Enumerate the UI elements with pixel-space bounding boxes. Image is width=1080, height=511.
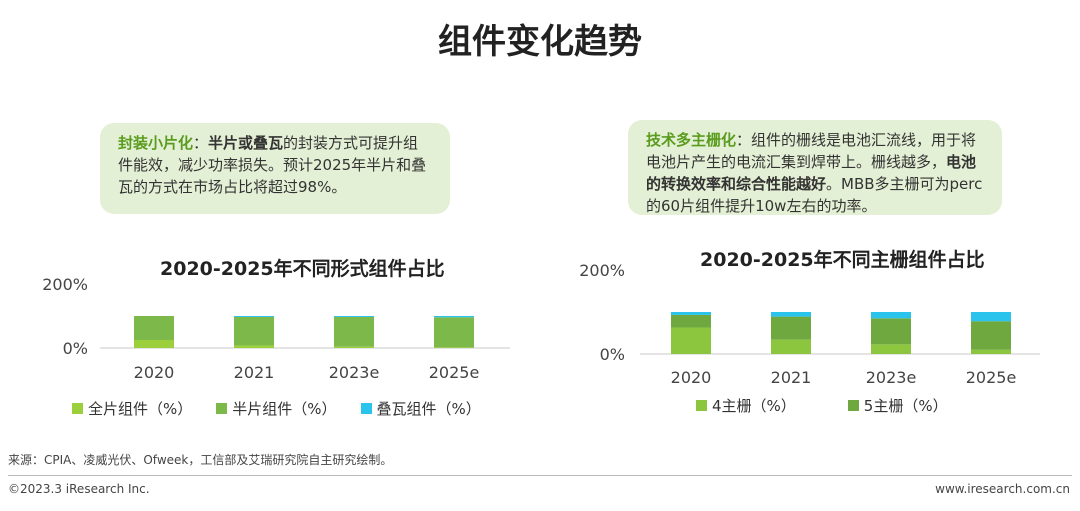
x-tick-label: 2021 xyxy=(234,363,275,382)
website-link[interactable]: www.iresearch.com.cn xyxy=(935,482,1070,496)
legend-swatch xyxy=(847,400,859,411)
y-tick-label: 200% xyxy=(42,275,88,294)
bar-segment xyxy=(234,345,274,348)
bar-segment xyxy=(671,314,711,328)
bar-segment xyxy=(334,316,374,317)
bar-segment xyxy=(771,312,811,317)
legend-label: 4主栅（%） xyxy=(712,397,796,415)
bar-segment xyxy=(234,316,274,346)
legend-item: 半片组件（%） xyxy=(216,398,337,419)
callout-text: ：组件的栅线是电池汇流线，用于将电池片产生的电流汇集到焊带上。栅线越多， xyxy=(646,131,977,171)
source-note: 来源：CPIA、凌威光伏、Ofweek，工信部及艾瑞研究院自主研究绘制。 xyxy=(8,453,393,467)
x-tick-label: 2023e xyxy=(329,363,380,382)
callout-bold: 半片或叠瓦 xyxy=(208,134,284,152)
legend-label: 叠瓦组件（%） xyxy=(376,400,481,418)
x-tick-label: 2020 xyxy=(134,363,175,382)
footer-divider xyxy=(8,475,1072,476)
copyright: ©2023.3 iResearch Inc. xyxy=(8,482,150,496)
x-tick-label: 2023e xyxy=(866,368,917,387)
callout-multi-busbar: 技术多主栅化：组件的栅线是电池汇流线，用于将电池片产生的电流汇集到焊带上。栅线越… xyxy=(628,120,1002,215)
legend-swatch xyxy=(216,403,228,414)
bar-segment xyxy=(134,340,174,348)
callout-text: 的封装方式可提升组件能效，减少功率损失。预计2025年半片和叠瓦的方式在市场占比… xyxy=(118,134,427,196)
bar-segment xyxy=(871,344,911,354)
callout-lead: 封装小片化 xyxy=(118,134,194,152)
y-tick-label: 0% xyxy=(63,339,88,358)
legend-item: 全片组件（%） xyxy=(72,398,192,419)
chart-title-right: 2020-2025年不同主栅组件占比 xyxy=(700,249,985,271)
page-title: 组件变化趋势 xyxy=(438,22,642,62)
bar-segment xyxy=(671,327,711,354)
callout-text: 。MBB多主栅可为perc的60片组件提升10w左右的功率。 xyxy=(646,175,983,215)
bar-segment xyxy=(971,312,1011,322)
bar-segment xyxy=(234,316,274,317)
bar-segment xyxy=(871,312,911,319)
legend-swatch xyxy=(72,403,83,414)
legend-item: 叠瓦组件（%） xyxy=(360,398,481,419)
bar-segment xyxy=(971,349,1011,354)
legend-swatch xyxy=(360,403,372,414)
legend-label: 半片组件（%） xyxy=(232,400,337,418)
legend-item: 5主栅（%） xyxy=(847,395,948,416)
x-tick-label: 2025e xyxy=(429,363,480,382)
y-tick-label: 200% xyxy=(579,261,625,280)
bar-segment xyxy=(434,317,474,348)
x-tick-label: 2020 xyxy=(671,368,712,387)
bar-segment xyxy=(434,316,474,318)
bar-segment xyxy=(771,316,811,340)
bar-segment xyxy=(134,316,174,340)
legend-left: 全片组件（%） 半片组件（%） 叠瓦组件（%） xyxy=(72,398,505,419)
legend-label: 全片组件（%） xyxy=(88,400,193,418)
legend-swatch xyxy=(696,400,707,411)
callout-lead: 技术多主栅化 xyxy=(646,131,737,149)
legend-label: 5主栅（%） xyxy=(863,397,948,415)
chart-title-left: 2020-2025年不同形式组件占比 xyxy=(160,258,445,280)
legend-item: 4主栅（%） xyxy=(696,395,796,416)
bar-segment xyxy=(334,316,374,347)
x-tick-label: 2025e xyxy=(966,368,1017,387)
legend-right: 4主栅（%） 5主栅（%） xyxy=(696,395,972,416)
y-tick-label: 0% xyxy=(600,345,625,364)
bar-segment xyxy=(334,346,374,348)
callout-bold: 电池的转换效率和综合性能越好 xyxy=(646,153,977,193)
bar-segment xyxy=(871,318,911,345)
callout-colon: ： xyxy=(193,134,209,152)
bar-segment xyxy=(434,347,474,348)
bar-segment xyxy=(971,321,1011,350)
x-tick-label: 2021 xyxy=(771,368,812,387)
bar-segment xyxy=(771,339,811,354)
bar-segment xyxy=(671,312,711,315)
callout-compact-packaging: 封装小片化：半片或叠瓦的封装方式可提升组件能效，减少功率损失。预计2025年半片… xyxy=(100,123,450,214)
